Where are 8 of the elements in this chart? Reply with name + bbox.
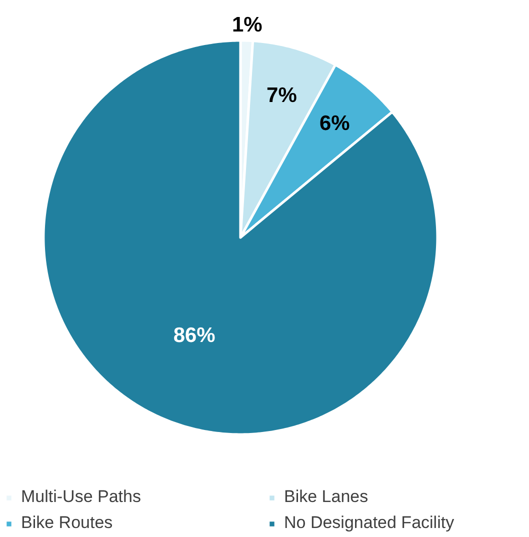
legend-label: Bike Routes [21, 513, 114, 533]
data-label: 86% [173, 324, 216, 348]
data-label: 6% [319, 112, 350, 136]
legend-label: Bike Lanes [284, 487, 370, 507]
data-label: 7% [266, 84, 298, 108]
data-label: 1% [232, 13, 263, 36]
legend-label: Multi-Use Paths [21, 487, 142, 507]
legend-label: No Designated Facility [284, 513, 456, 533]
